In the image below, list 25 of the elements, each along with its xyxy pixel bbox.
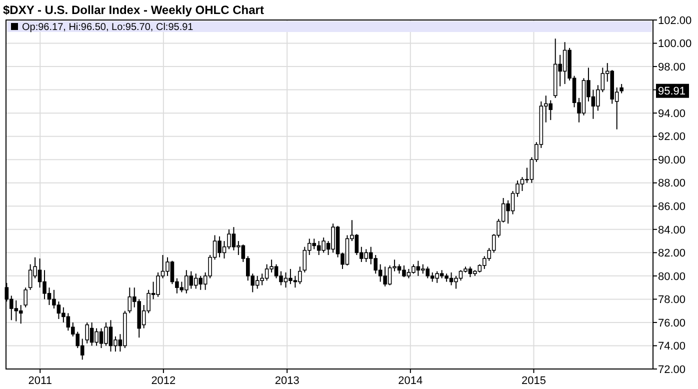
annotation: Op:96.17, Hi:96.50, Lo:95.70, Cl:95.91	[22, 22, 194, 33]
y-tick-label: 92.00	[658, 131, 686, 144]
x-tick-label: 2013	[274, 375, 300, 387]
y-tick-label: 72.00	[658, 364, 686, 376]
x-tick-label: 2015	[521, 375, 546, 387]
y-tick-label: 78.00	[658, 294, 686, 306]
y-tick-label: 80.00	[658, 270, 686, 283]
y-tick-label: 82.00	[658, 248, 686, 260]
x-tick-label: 2011	[28, 375, 52, 387]
y-tick-label: 74.00	[658, 340, 686, 353]
chart-title: $DXY - U.S. Dollar Index - Weekly OHLC Chart	[3, 3, 264, 17]
x-tick-label: 2014	[398, 375, 423, 387]
y-tick-label: 102.00	[658, 14, 692, 27]
y-tick-label: 76.00	[658, 317, 686, 330]
text: 95.91	[658, 86, 686, 98]
candlestick	[620, 83, 624, 94]
y-tick-label: 88.00	[658, 178, 686, 190]
y-tick-label: 100.00	[658, 38, 692, 50]
y-tick-label: 84.00	[658, 224, 686, 236]
y-tick-label: 94.00	[658, 108, 686, 120]
y-tick-label: 98.00	[658, 61, 686, 74]
y-tick-label: 86.00	[658, 200, 686, 213]
x-tick-label: 2012	[151, 375, 176, 387]
candlestick	[24, 287, 28, 308]
y-tick-label: 90.00	[658, 154, 686, 166]
